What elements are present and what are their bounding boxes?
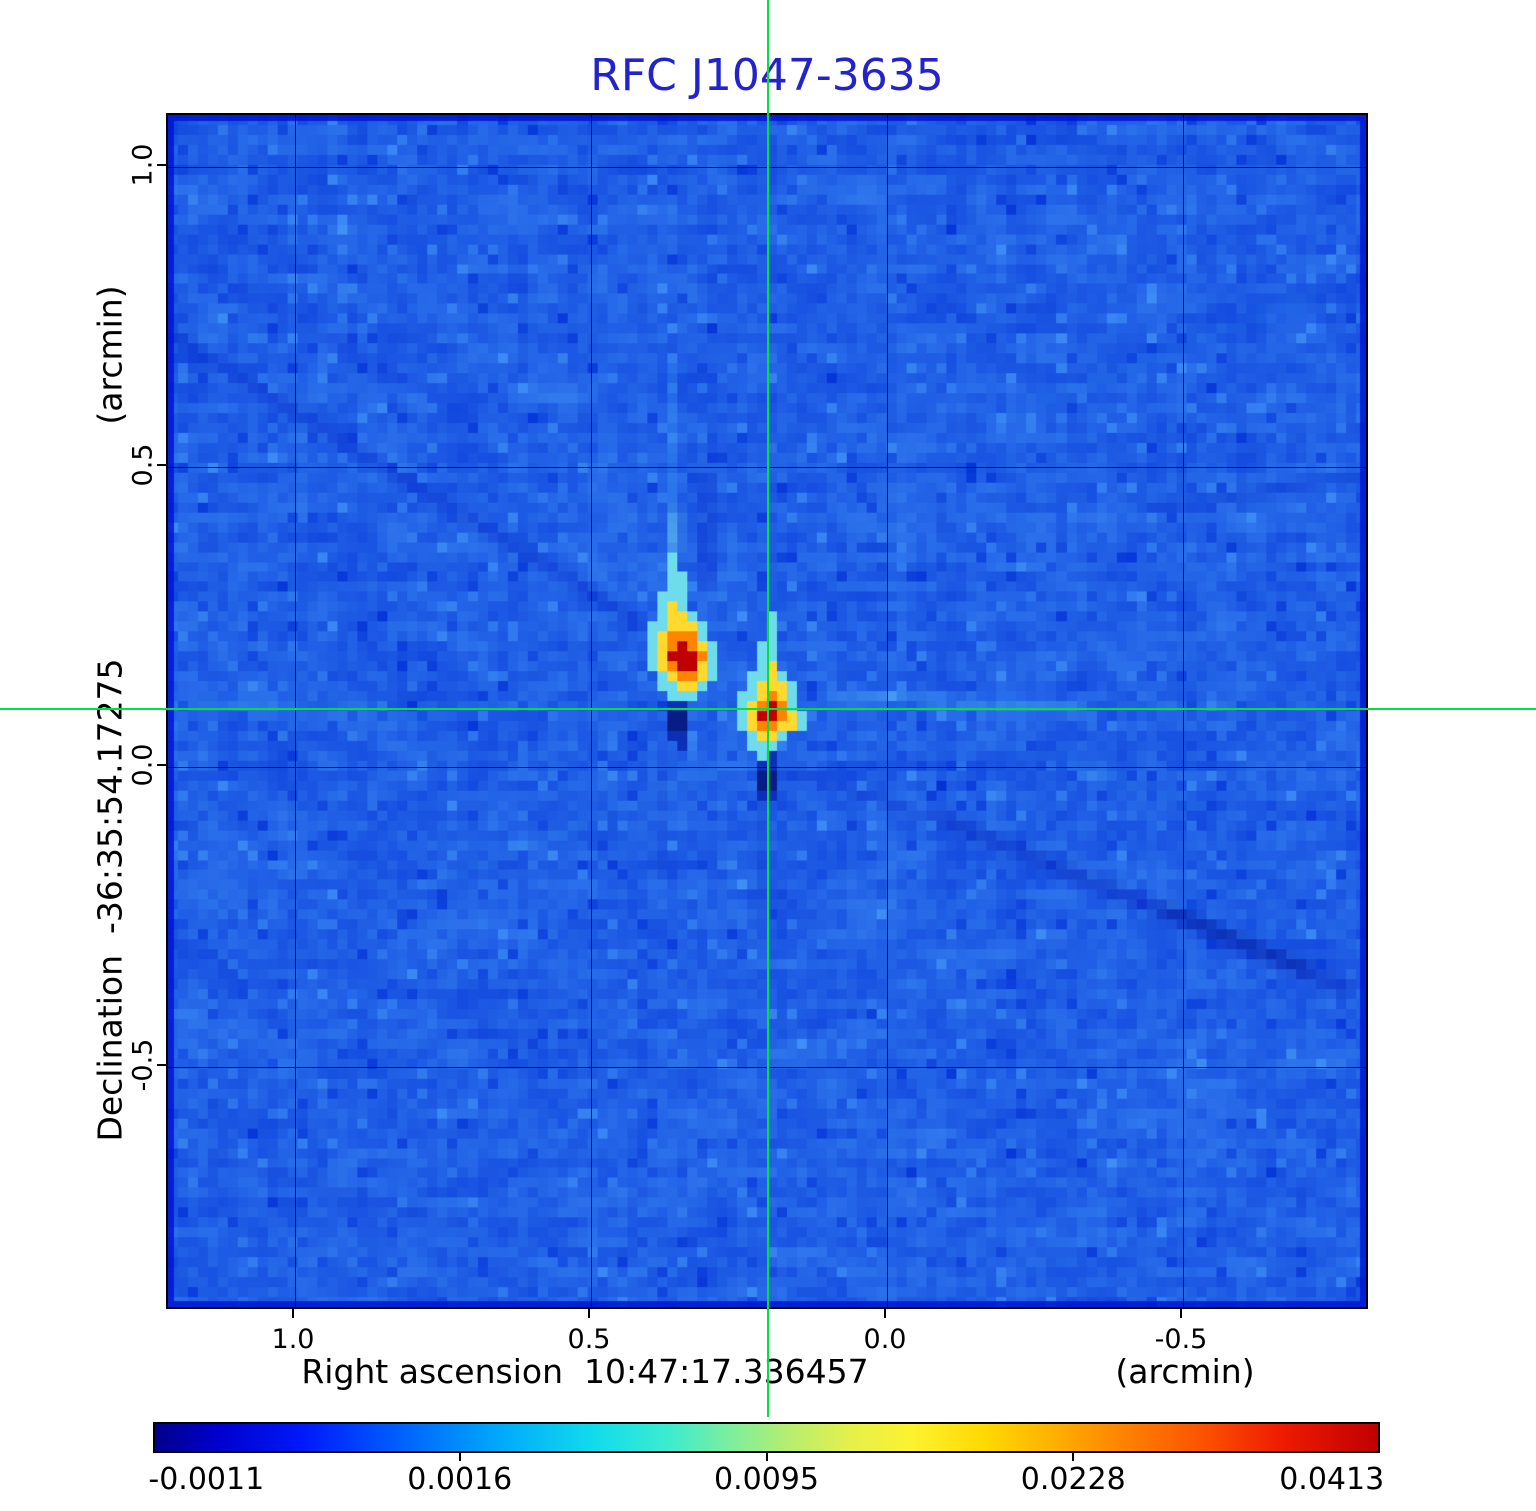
- x-tick-mark: [588, 1309, 590, 1318]
- x-tick-label: -0.5: [1154, 1324, 1208, 1355]
- x-tick-label: 0.5: [567, 1324, 611, 1355]
- colorbar-tick-mark: [458, 1453, 461, 1461]
- crosshair-horizontal-line: [0, 708, 1536, 711]
- x-gridline: [591, 115, 592, 1307]
- colorbar-tick-mark: [1072, 1453, 1075, 1461]
- y-tick-mark: [157, 1064, 166, 1066]
- y-tick-label: 0.0: [127, 743, 159, 787]
- y-tick-mark: [157, 164, 166, 166]
- colorbar-tick-label: 0.0413: [1279, 1462, 1385, 1497]
- x-gridline: [295, 115, 296, 1307]
- y-tick-label: 0.5: [127, 443, 159, 487]
- y-tick-mark: [157, 464, 166, 466]
- colorbar: [153, 1422, 1380, 1453]
- x-gridline: [887, 115, 888, 1307]
- colorbar-tick-label: 0.0016: [407, 1462, 513, 1497]
- y-tick-mark: [157, 764, 166, 766]
- x-axis-unit-label: (arcmin): [1115, 1352, 1255, 1391]
- x-tick-label: 0.0: [863, 1324, 907, 1355]
- colorbar-tick-label: -0.0011: [148, 1462, 265, 1497]
- colorbar-tick-mark: [765, 1453, 768, 1461]
- x-axis-title: Right ascension 10:47:17.336457: [301, 1352, 869, 1391]
- x-tick-mark: [1180, 1309, 1182, 1318]
- colorbar-tick-label: 0.0228: [1020, 1462, 1126, 1497]
- x-tick-mark: [884, 1309, 886, 1318]
- y-tick-label: 1.0: [127, 143, 159, 187]
- y-axis-unit-label: (arcmin): [90, 285, 130, 425]
- x-tick-label: 1.0: [271, 1324, 315, 1355]
- colorbar-tick-label: 0.0095: [714, 1462, 819, 1497]
- y-tick-label: -0.5: [127, 1038, 159, 1092]
- x-gridline: [1183, 115, 1184, 1307]
- x-tick-mark: [292, 1309, 294, 1318]
- y-axis-title: Declination -36:35:54.17275: [90, 658, 130, 1142]
